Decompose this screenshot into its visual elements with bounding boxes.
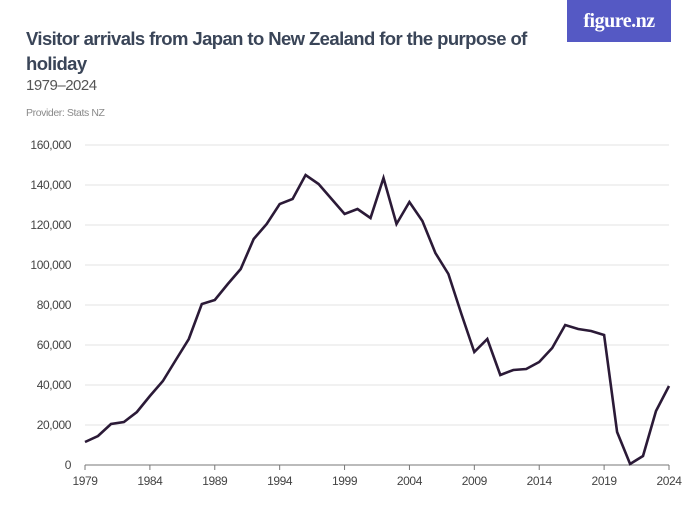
series-line bbox=[84, 173, 671, 466]
x-tick-label: 2014 bbox=[527, 474, 553, 488]
y-tick-label: 140,000 bbox=[30, 178, 71, 192]
provider-label: Provider: Stats NZ bbox=[26, 107, 105, 119]
y-tick-label: 80,000 bbox=[37, 298, 72, 312]
x-tick-label: 1984 bbox=[137, 474, 163, 488]
x-tick-label: 1989 bbox=[202, 474, 228, 488]
x-tick-label: 1994 bbox=[267, 474, 293, 488]
x-tick-label: 1999 bbox=[332, 474, 358, 488]
chart-title: Visitor arrivals from Japan to New Zeala… bbox=[26, 28, 527, 74]
figure-nz-logo[interactable]: figure.nz bbox=[567, 0, 671, 42]
y-tick-label: 100,000 bbox=[30, 258, 71, 272]
x-tick-label: 2024 bbox=[656, 474, 682, 488]
y-tick-label: 40,000 bbox=[37, 378, 72, 392]
x-tick-label: 2004 bbox=[397, 474, 423, 488]
chart-subtitle: 1979–2024 bbox=[26, 77, 97, 94]
y-tick-label: 160,000 bbox=[30, 138, 71, 152]
x-tick-label: 1979 bbox=[72, 474, 98, 488]
y-tick-label: 120,000 bbox=[30, 218, 71, 232]
x-tick-label: 2019 bbox=[592, 474, 618, 488]
x-tick-label: 2009 bbox=[462, 474, 488, 488]
y-tick-label: 20,000 bbox=[37, 418, 72, 432]
y-tick-label: 0 bbox=[65, 458, 72, 472]
y-tick-label: 60,000 bbox=[37, 338, 72, 352]
